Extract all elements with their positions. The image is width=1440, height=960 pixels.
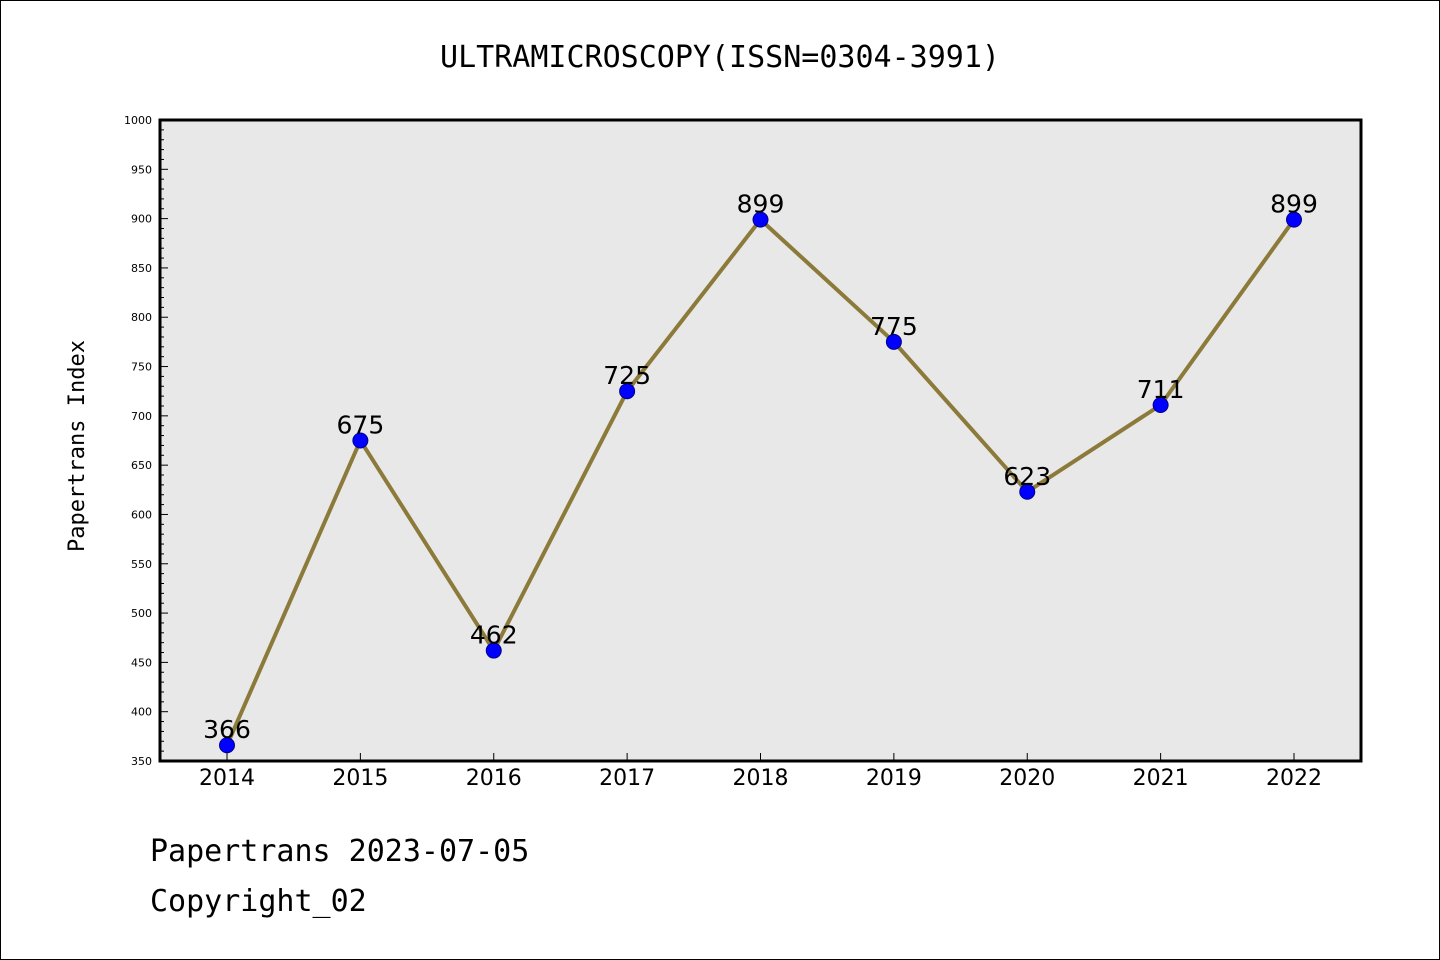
data-label: 623 <box>1003 462 1051 491</box>
data-point <box>352 432 369 449</box>
y-tick-label: 1000 <box>124 114 152 127</box>
data-point <box>1152 396 1169 413</box>
y-tick-label: 950 <box>131 163 152 176</box>
y-tick-label: 350 <box>131 755 152 768</box>
data-label: 899 <box>737 190 785 219</box>
y-axis-label: Papertrans Index <box>65 340 90 552</box>
y-tick-label: 500 <box>131 607 152 620</box>
y-tick-label: 900 <box>131 213 152 226</box>
y-tick-label: 700 <box>131 410 152 423</box>
data-point <box>885 333 902 350</box>
footer-copyright-line: Copyright_02 <box>150 884 367 919</box>
x-tick-label: 2017 <box>599 766 655 791</box>
y-tick-label: 650 <box>131 459 152 472</box>
y-tick-label: 600 <box>131 508 152 521</box>
data-label: 725 <box>603 361 651 390</box>
data-label: 675 <box>337 411 385 440</box>
x-axis-ticks: 2014 2015 2016 2017 2018 2019 2020 2021 2022 <box>199 753 1322 791</box>
y-tick-label: 400 <box>131 706 152 719</box>
data-labels: 366 675 462 725 899 775 623 711 899 <box>203 190 1318 745</box>
y-tick-label: 800 <box>131 311 152 324</box>
y-tick-label: 550 <box>131 558 152 571</box>
y-tick-label: 850 <box>131 262 152 275</box>
data-label: 775 <box>870 312 918 341</box>
y-tick-label: 750 <box>131 361 152 374</box>
x-tick-label: 2014 <box>199 766 255 791</box>
x-tick-label: 2021 <box>1133 766 1189 791</box>
data-point <box>619 383 636 400</box>
x-tick-label: 2018 <box>733 766 789 791</box>
x-tick-label: 2020 <box>999 766 1055 791</box>
data-label: 366 <box>203 715 251 744</box>
x-tick-label: 2022 <box>1266 766 1322 791</box>
data-label: 711 <box>1137 375 1185 404</box>
data-markers <box>219 211 1302 754</box>
footer-date-line: Papertrans 2023-07-05 <box>150 834 530 869</box>
data-point <box>752 211 769 228</box>
data-point <box>485 642 502 659</box>
y-tick-label: 450 <box>131 656 152 669</box>
data-point <box>219 737 235 754</box>
y-axis-ticks: 350 400 450 500 550 600 650 700 750 800 850 900 950 1… <box>124 114 168 768</box>
data-label: 899 <box>1270 190 1318 219</box>
data-label: 462 <box>470 621 518 650</box>
data-point <box>1286 211 1302 228</box>
x-tick-label: 2016 <box>466 766 522 791</box>
chart-title: ULTRAMICROSCOPY(ISSN=0304-3991) <box>440 40 1000 75</box>
data-point <box>1019 483 1036 500</box>
x-tick-label: 2015 <box>332 766 388 791</box>
x-tick-label: 2019 <box>866 766 922 791</box>
